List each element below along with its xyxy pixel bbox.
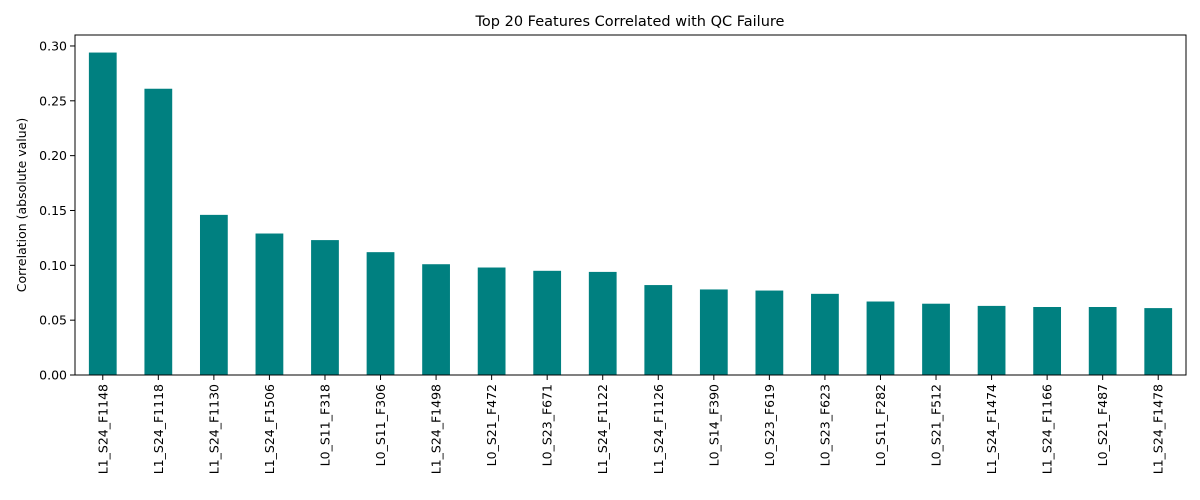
y-tick-label: 0.05 [39,313,67,328]
bar [311,240,339,375]
bar [1033,307,1062,375]
x-tick-label: L0_S21_F512 [929,384,944,466]
bar [88,52,117,375]
x-tick-label: L0_S11_F282 [873,384,888,466]
x-tick-label: L1_S24_F1118 [151,384,166,474]
x-tick-label: L1_S24_F1166 [1040,384,1055,474]
x-tick-label: L0_S23_F619 [762,384,777,466]
bars-group [88,52,1173,375]
x-tick-label: L1_S24_F1148 [95,384,110,474]
bar [533,270,562,375]
chart-title: Top 20 Features Correlated with QC Failu… [475,14,785,30]
bar [644,285,673,375]
y-tick-label: 0.10 [39,258,67,273]
x-tick-label: L1_S24_F1122 [595,384,610,474]
y-tick-label: 0.20 [39,148,67,163]
bar [199,214,228,375]
x-tick-label: L0_S21_F487 [1095,384,1110,466]
y-tick-label: 0.25 [39,93,67,108]
x-tick-label: L1_S24_F1478 [1151,384,1166,474]
x-tick-label: L1_S24_F1506 [262,384,277,474]
bar [755,290,784,375]
x-tick-label: L1_S24_F1126 [651,384,666,474]
bar [366,252,395,375]
bar [588,271,617,375]
y-axis-label: Correlation (absolute value) [14,118,29,293]
x-tick-label: L0_S21_F472 [484,384,499,466]
bar [1144,308,1173,375]
bar [866,301,895,375]
bar [1088,307,1117,375]
x-tick-label: L0_S11_F306 [373,384,388,466]
y-tick-label: 0.30 [39,38,67,53]
bar [977,305,1006,375]
bar [144,88,173,375]
x-tick-label: L0_S14_F390 [706,384,721,466]
x-tick-label: L1_S24_F1130 [206,384,221,474]
x-tick-label: L1_S24_F1474 [984,384,999,474]
x-tick-label: L1_S24_F1498 [429,384,444,474]
y-axis-ticks: 0.00 0.05 0.10 0.15 0.20 0.25 0.30 [39,38,75,383]
x-axis-ticks: L1_S24_F1148 L1_S24_F1118 L1_S24_F1130 L1_S… [95,375,1166,474]
bar [699,289,728,375]
bar [422,264,450,375]
bar [811,293,839,375]
x-tick-label: L0_S23_F671 [540,384,555,466]
x-tick-label: L0_S23_F623 [817,384,832,466]
plot-frame [74,34,1187,376]
x-tick-label: L0_S11_F318 [317,384,332,466]
bar [255,233,284,375]
y-tick-label: 0.00 [39,368,67,383]
bar [922,303,950,375]
y-tick-label: 0.15 [39,203,67,218]
bar [477,267,506,375]
